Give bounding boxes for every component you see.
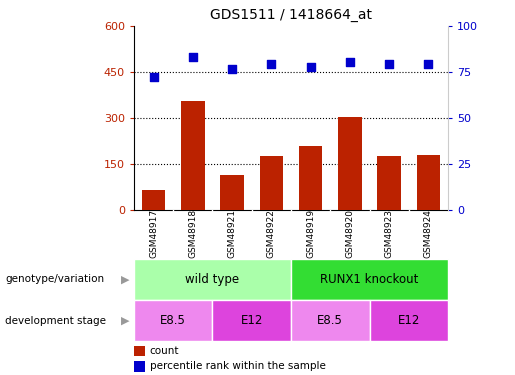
Text: E12: E12	[241, 314, 263, 327]
Bar	[134, 361, 145, 372]
Bar	[299, 146, 322, 210]
Point	[228, 66, 236, 72]
Text: development stage: development stage	[5, 316, 106, 326]
Point	[346, 59, 354, 65]
Text: GSM48922: GSM48922	[267, 209, 276, 258]
Bar	[181, 101, 204, 210]
Text: percentile rank within the sample: percentile rank within the sample	[150, 361, 325, 371]
Bar	[220, 175, 244, 210]
Bar	[134, 259, 291, 300]
Bar	[338, 117, 362, 210]
Text: GSM48917: GSM48917	[149, 209, 158, 258]
Text: GSM48918: GSM48918	[188, 209, 197, 258]
Bar	[212, 300, 291, 341]
Bar	[134, 300, 212, 341]
Bar	[291, 300, 370, 341]
Text: ▶: ▶	[121, 316, 130, 326]
Point	[385, 61, 393, 67]
Text: E8.5: E8.5	[160, 314, 186, 327]
Text: GSM48923: GSM48923	[385, 209, 393, 258]
Bar	[142, 190, 165, 210]
Bar	[369, 300, 448, 341]
Text: count: count	[150, 346, 179, 356]
Text: RUNX1 knockout: RUNX1 knockout	[320, 273, 419, 286]
Text: GSM48921: GSM48921	[228, 209, 236, 258]
Text: E8.5: E8.5	[317, 314, 343, 327]
Bar	[377, 156, 401, 210]
Point	[267, 61, 276, 67]
Text: GSM48920: GSM48920	[346, 209, 354, 258]
Text: wild type: wild type	[185, 273, 239, 286]
Text: GSM48924: GSM48924	[424, 209, 433, 258]
Text: genotype/variation: genotype/variation	[5, 274, 104, 284]
Point	[424, 61, 433, 67]
Point	[149, 74, 158, 80]
Point	[188, 54, 197, 60]
Text: E12: E12	[398, 314, 420, 327]
Bar	[260, 156, 283, 210]
Bar	[417, 155, 440, 210]
Text: GSM48919: GSM48919	[306, 209, 315, 258]
Bar	[291, 259, 448, 300]
Title: GDS1511 / 1418664_at: GDS1511 / 1418664_at	[210, 9, 372, 22]
Text: ▶: ▶	[121, 274, 130, 284]
Bar	[134, 346, 145, 356]
Point	[306, 64, 315, 70]
